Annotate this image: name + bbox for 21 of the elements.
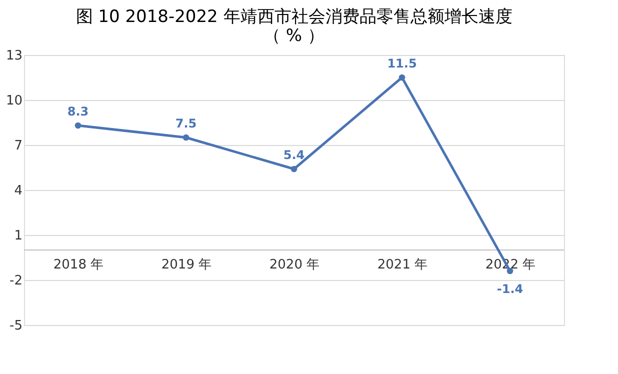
data-label: 8.3 xyxy=(67,104,89,118)
point xyxy=(290,166,298,172)
y-tick-label: 7 xyxy=(14,138,22,154)
chart-title: 图 10 2018-2022 年靖西市社会消费品零售总额增长速度（ % ） xyxy=(76,7,512,46)
y-tick-label: 13 xyxy=(6,48,22,64)
data-label: 11.5 xyxy=(387,56,417,70)
x-tick-label: 2018 年 xyxy=(53,258,104,272)
x-tick-label: 2021 年 xyxy=(377,258,428,272)
y-tick-label: 10 xyxy=(6,94,22,108)
y-tick-label: 4 xyxy=(14,184,22,198)
x-tick-label: 2019 年 xyxy=(161,258,212,272)
y-tick-label: -2 xyxy=(10,274,22,288)
y-tick-label: 1 xyxy=(14,228,22,244)
y-tick-label: -5 xyxy=(10,318,22,334)
point xyxy=(398,74,406,81)
x-tick-label: 2020 年 xyxy=(269,258,320,272)
point xyxy=(182,134,190,141)
data-label: 5.4 xyxy=(283,148,305,162)
point xyxy=(74,122,82,129)
data-label: 7.5 xyxy=(175,116,197,130)
data-label: -1.4 xyxy=(496,282,524,296)
